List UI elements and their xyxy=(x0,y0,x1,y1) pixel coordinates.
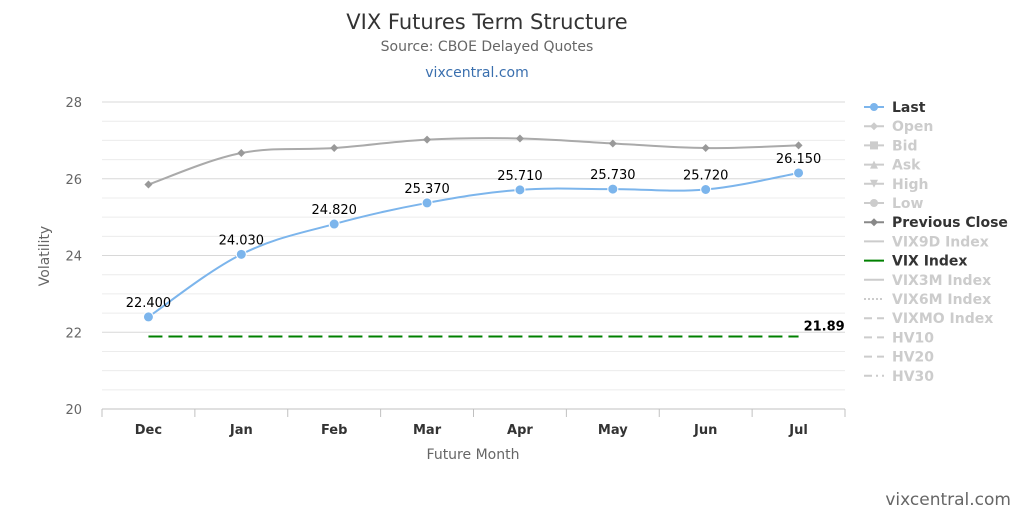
legend-label: HV10 xyxy=(892,330,934,346)
last-price-data-label: 26.150 xyxy=(776,152,822,167)
last-price-data-label: 25.720 xyxy=(683,168,729,183)
x-tick-label: Feb xyxy=(321,423,347,438)
last-price-point[interactable] xyxy=(235,248,247,260)
y-tick-label: 24 xyxy=(65,250,82,265)
legend-label: HV20 xyxy=(892,350,934,366)
legend-label: VIX Index xyxy=(892,254,967,270)
legend-circle-icon xyxy=(870,199,878,207)
chart-title: VIX Futures Term Structure xyxy=(346,10,627,34)
legend-item[interactable]: Bid xyxy=(864,138,918,154)
legend-triangle-icon xyxy=(870,160,878,169)
legend-item[interactable]: Previous Close xyxy=(864,215,1008,231)
last-price-point[interactable] xyxy=(607,183,619,195)
last-price-data-label: 24.030 xyxy=(219,233,265,248)
y-tick-label: 26 xyxy=(65,173,82,188)
legend-square-icon xyxy=(870,141,878,150)
legend-diamond-icon xyxy=(870,122,878,131)
x-tick-label: Jan xyxy=(229,423,253,438)
legend-item[interactable]: Ask xyxy=(864,158,921,174)
y-tick-label: 20 xyxy=(65,403,82,418)
x-tick-label: Mar xyxy=(413,423,442,438)
legend-item[interactable]: High xyxy=(864,177,929,193)
last-price-point[interactable] xyxy=(700,183,712,195)
x-tick-label: Apr xyxy=(507,423,533,438)
legend-label: VIX3M Index xyxy=(892,273,991,289)
y-tick-label: 22 xyxy=(65,326,82,341)
legend-item[interactable]: Last xyxy=(864,100,926,116)
legend-triangle-down-icon xyxy=(870,179,878,188)
legend-item[interactable]: VIX6M Index xyxy=(864,292,991,308)
x-axis: Dec Jan Feb Mar Apr May Jun Jul xyxy=(101,408,846,438)
legend-item[interactable]: HV20 xyxy=(864,350,934,366)
y-axis: 20 22 24 26 28 xyxy=(65,96,82,418)
previous-close-point[interactable] xyxy=(237,149,246,158)
legend-label: VIX6M Index xyxy=(892,292,991,308)
x-tick-label: Dec xyxy=(135,423,162,438)
x-tick-label: Jun xyxy=(693,423,717,438)
legend-diamond-icon xyxy=(870,218,878,227)
previous-close-point[interactable] xyxy=(701,144,710,153)
legend-item[interactable]: Low xyxy=(864,196,924,212)
legend-item[interactable]: VIXMO Index xyxy=(864,311,993,327)
legend-item[interactable]: VIX3M Index xyxy=(864,273,991,289)
legend-label: VIX9D Index xyxy=(892,234,989,250)
legend-label: Last xyxy=(892,100,926,116)
x-axis-title: Future Month xyxy=(427,447,520,463)
legend-label: Ask xyxy=(892,158,921,174)
legend-label: Low xyxy=(892,196,924,212)
legend-item[interactable]: Open xyxy=(864,119,933,135)
legend-item[interactable]: VIX Index xyxy=(864,254,967,270)
last-price-point[interactable] xyxy=(793,167,805,179)
last-price-data-label: 24.820 xyxy=(311,203,357,218)
x-tick-label: May xyxy=(598,423,628,438)
previous-close-point[interactable] xyxy=(144,180,153,189)
legend-circle-icon xyxy=(870,103,878,111)
series-group: 21.89 22.400 24.030 24.820 25.370 25.710 25.73… xyxy=(126,134,845,338)
legend-label: Previous Close xyxy=(892,215,1008,231)
last-price-point[interactable] xyxy=(421,197,433,209)
legend-item[interactable]: HV10 xyxy=(864,330,934,346)
legend-item[interactable]: VIX9D Index xyxy=(864,234,989,250)
last-price-data-label: 22.400 xyxy=(126,296,172,311)
legend-label: HV30 xyxy=(892,369,934,385)
source-link[interactable]: vixcentral.com xyxy=(425,65,528,81)
legend-label: VIXMO Index xyxy=(892,311,993,327)
last-price-point[interactable] xyxy=(514,184,526,196)
credit-watermark: vixcentral.com xyxy=(885,490,1011,510)
legend-label: High xyxy=(892,177,929,193)
y-axis-title: Volatility xyxy=(37,226,53,286)
legend: Last Open Bid Ask High Low Previous Close VIX9D… xyxy=(864,100,1008,385)
previous-close-point[interactable] xyxy=(423,135,432,144)
previous-close-point[interactable] xyxy=(330,144,339,153)
plot-grid xyxy=(102,101,845,410)
previous-close-point[interactable] xyxy=(608,139,617,148)
vix-index-value-label: 21.89 xyxy=(804,319,845,334)
last-price-point[interactable] xyxy=(328,218,340,230)
previous-close-point[interactable] xyxy=(794,141,803,150)
legend-item[interactable]: HV30 xyxy=(864,369,934,385)
last-price-data-label: 25.370 xyxy=(404,182,450,197)
previous-close-line xyxy=(148,137,799,186)
last-price-point[interactable] xyxy=(142,311,154,323)
previous-close-point[interactable] xyxy=(515,134,524,143)
legend-label: Bid xyxy=(892,138,918,154)
last-price-data-label: 25.730 xyxy=(590,168,636,183)
y-tick-label: 28 xyxy=(65,96,82,111)
legend-label: Open xyxy=(892,119,933,135)
chart-subtitle: Source: CBOE Delayed Quotes xyxy=(381,39,594,55)
last-price-data-label: 25.710 xyxy=(497,169,543,184)
x-tick-label: Jul xyxy=(788,423,808,438)
